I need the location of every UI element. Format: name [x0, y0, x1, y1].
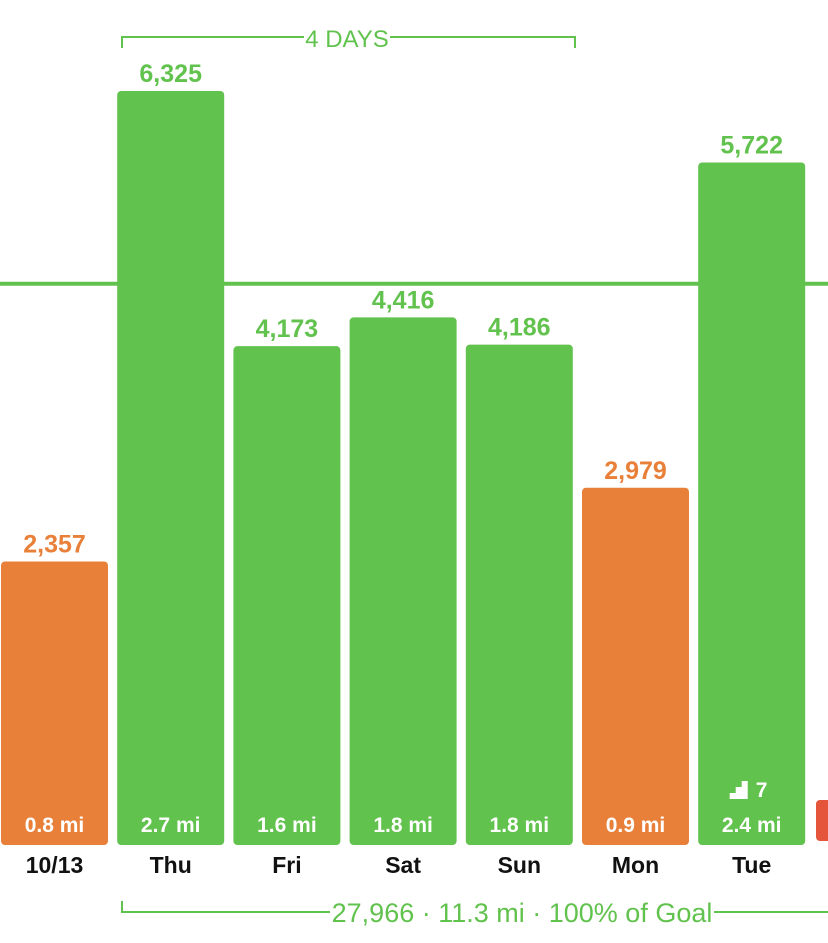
streak-bracket: 4 DAYS [121, 26, 576, 53]
distance-label: 1.8 mi [490, 814, 550, 837]
summary-text: 27,966 · 11.3 mi · 100% of Goal [332, 898, 713, 928]
distance-label: 1.8 mi [373, 814, 433, 837]
stairs-icon [729, 781, 748, 799]
streak-bracket-left [121, 36, 304, 48]
bar-fri[interactable] [233, 346, 341, 845]
bar-sat[interactable] [349, 317, 457, 845]
bar-10-13[interactable] [1, 561, 108, 845]
bar-tue[interactable] [698, 162, 806, 846]
value-label: 4,416 [372, 286, 435, 314]
value-label: 6,325 [139, 60, 202, 88]
bar-sun[interactable] [465, 344, 573, 845]
next-day-bar-partial [816, 800, 828, 841]
value-label: 4,173 [256, 315, 319, 343]
day-label: Sat [385, 852, 421, 878]
day-label: Fri [272, 852, 301, 878]
day-label: Tue [732, 852, 771, 878]
streak-label: 4 DAYS [305, 26, 389, 53]
distance-label: 1.6 mi [257, 814, 317, 837]
day-label: Sun [498, 852, 541, 878]
bar-mon[interactable] [582, 487, 689, 845]
value-label: 5,722 [720, 132, 783, 160]
summary-bracket: 27,966 · 11.3 mi · 100% of Goal [121, 898, 828, 928]
distance-label: 2.7 mi [141, 814, 201, 837]
summary-bracket-left [121, 901, 330, 913]
day-label: Thu [150, 852, 192, 878]
floors-count: 7 [756, 779, 768, 802]
bar-thu[interactable] [117, 91, 225, 845]
value-label: 4,186 [488, 314, 551, 342]
day-label: 10/13 [26, 852, 84, 878]
distance-label: 0.9 mi [606, 814, 666, 837]
distance-label: 2.4 mi [722, 814, 782, 837]
bars-group: 2,357 0.8 mi 10/13 6,325 2.7 mi Thu 4,173 1.6 m… [1, 60, 806, 878]
streak-bracket-right [390, 36, 576, 48]
distance-label: 0.8 mi [25, 814, 85, 837]
day-label: Mon [612, 852, 659, 878]
value-label: 2,357 [23, 531, 86, 559]
value-label: 2,979 [604, 457, 667, 485]
